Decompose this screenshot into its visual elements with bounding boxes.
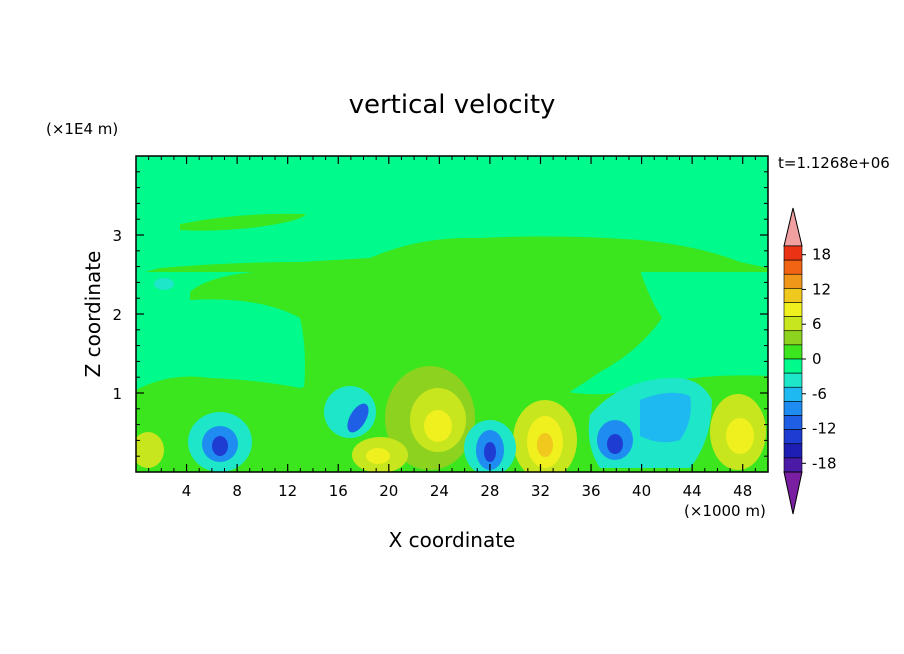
colorbar-swatch [783, 401, 803, 416]
y-tick-label: 2 [112, 306, 122, 324]
upper-positive-wisp [180, 213, 306, 231]
colorbar-tick-label: -12 [812, 420, 837, 438]
plume-pos-5 [136, 432, 164, 468]
x-unit-label: (×1000 m) [684, 502, 766, 520]
colorbar-top-arrow [783, 207, 803, 247]
colorbar-swatch [783, 429, 803, 445]
colorbar-swatch [783, 316, 803, 332]
y-axis-label: Z coordinate [81, 251, 105, 378]
colorbar-tick-label: 12 [812, 280, 831, 298]
x-tick-label: 32 [531, 482, 550, 500]
y-axis: 1 2 3 [112, 171, 768, 457]
y-tick-label: 1 [112, 385, 122, 403]
x-tick-label: 12 [278, 482, 297, 500]
x-tick-label: 48 [733, 482, 752, 500]
colorbar-tick-label: 18 [812, 246, 831, 264]
x-tick-label: 24 [430, 482, 449, 500]
downdraft-5 [154, 278, 174, 290]
plume-pos-3c [537, 433, 553, 457]
colorbar: 18 12 6 0 -6 -12 -18 [783, 207, 837, 515]
x-tick-label: 4 [182, 482, 192, 500]
x-tick-label: 44 [683, 482, 702, 500]
x-tick-label: 16 [329, 482, 348, 500]
colorbar-swatch [783, 372, 803, 388]
contour-fill [136, 213, 768, 472]
colorbar-tick-label: -18 [812, 454, 837, 472]
colorbar-swatch [783, 273, 803, 289]
colorbar-swatch [783, 344, 803, 360]
downdraft-4b [640, 392, 691, 443]
colorbar-swatch [783, 302, 803, 317]
colorbar-swatch [783, 288, 803, 303]
colorbar-tick-label: 0 [812, 350, 822, 368]
x-axis: 4 8 12 16 20 24 28 32 36 40 44 48 [148, 156, 756, 500]
downdraft-4d [607, 434, 623, 454]
chart-title: vertical velocity [349, 90, 556, 120]
colorbar-swatch [783, 358, 803, 374]
x-tick-label: 8 [232, 482, 242, 500]
downdraft-3c [484, 442, 496, 462]
downdraft-2 [324, 386, 376, 438]
central-positive-dome [190, 270, 662, 420]
plume-pos-1c [424, 410, 452, 442]
plume-pos-4b [726, 418, 754, 454]
downdraft-2b [347, 403, 369, 433]
colorbar-swatch [783, 443, 803, 459]
x-axis-label: X coordinate [389, 528, 516, 552]
x-tick-label: 28 [480, 482, 499, 500]
x-tick-label: 20 [379, 482, 398, 500]
downdraft-1c [212, 436, 228, 456]
colorbar-tick-label: -6 [812, 385, 827, 403]
x-tick-label: 36 [581, 482, 600, 500]
colorbar-bottom-arrow [783, 471, 803, 515]
colorbar-swatch [783, 259, 803, 275]
colorbar-swatch [783, 457, 803, 473]
y-unit-label: (×1E4 m) [46, 120, 118, 138]
colorbar-swatch [783, 245, 803, 261]
plume-pos-2b [366, 448, 390, 464]
time-label: t=1.1268e+06 [778, 154, 890, 172]
colorbar-swatch [783, 330, 803, 346]
colorbar-swatch [783, 386, 803, 402]
y-tick-label: 3 [112, 227, 122, 245]
colorbar-swatch [783, 415, 803, 430]
x-tick-label: 40 [632, 482, 651, 500]
colorbar-tick-label: 6 [812, 315, 822, 333]
upper-positive-layer [145, 236, 768, 272]
